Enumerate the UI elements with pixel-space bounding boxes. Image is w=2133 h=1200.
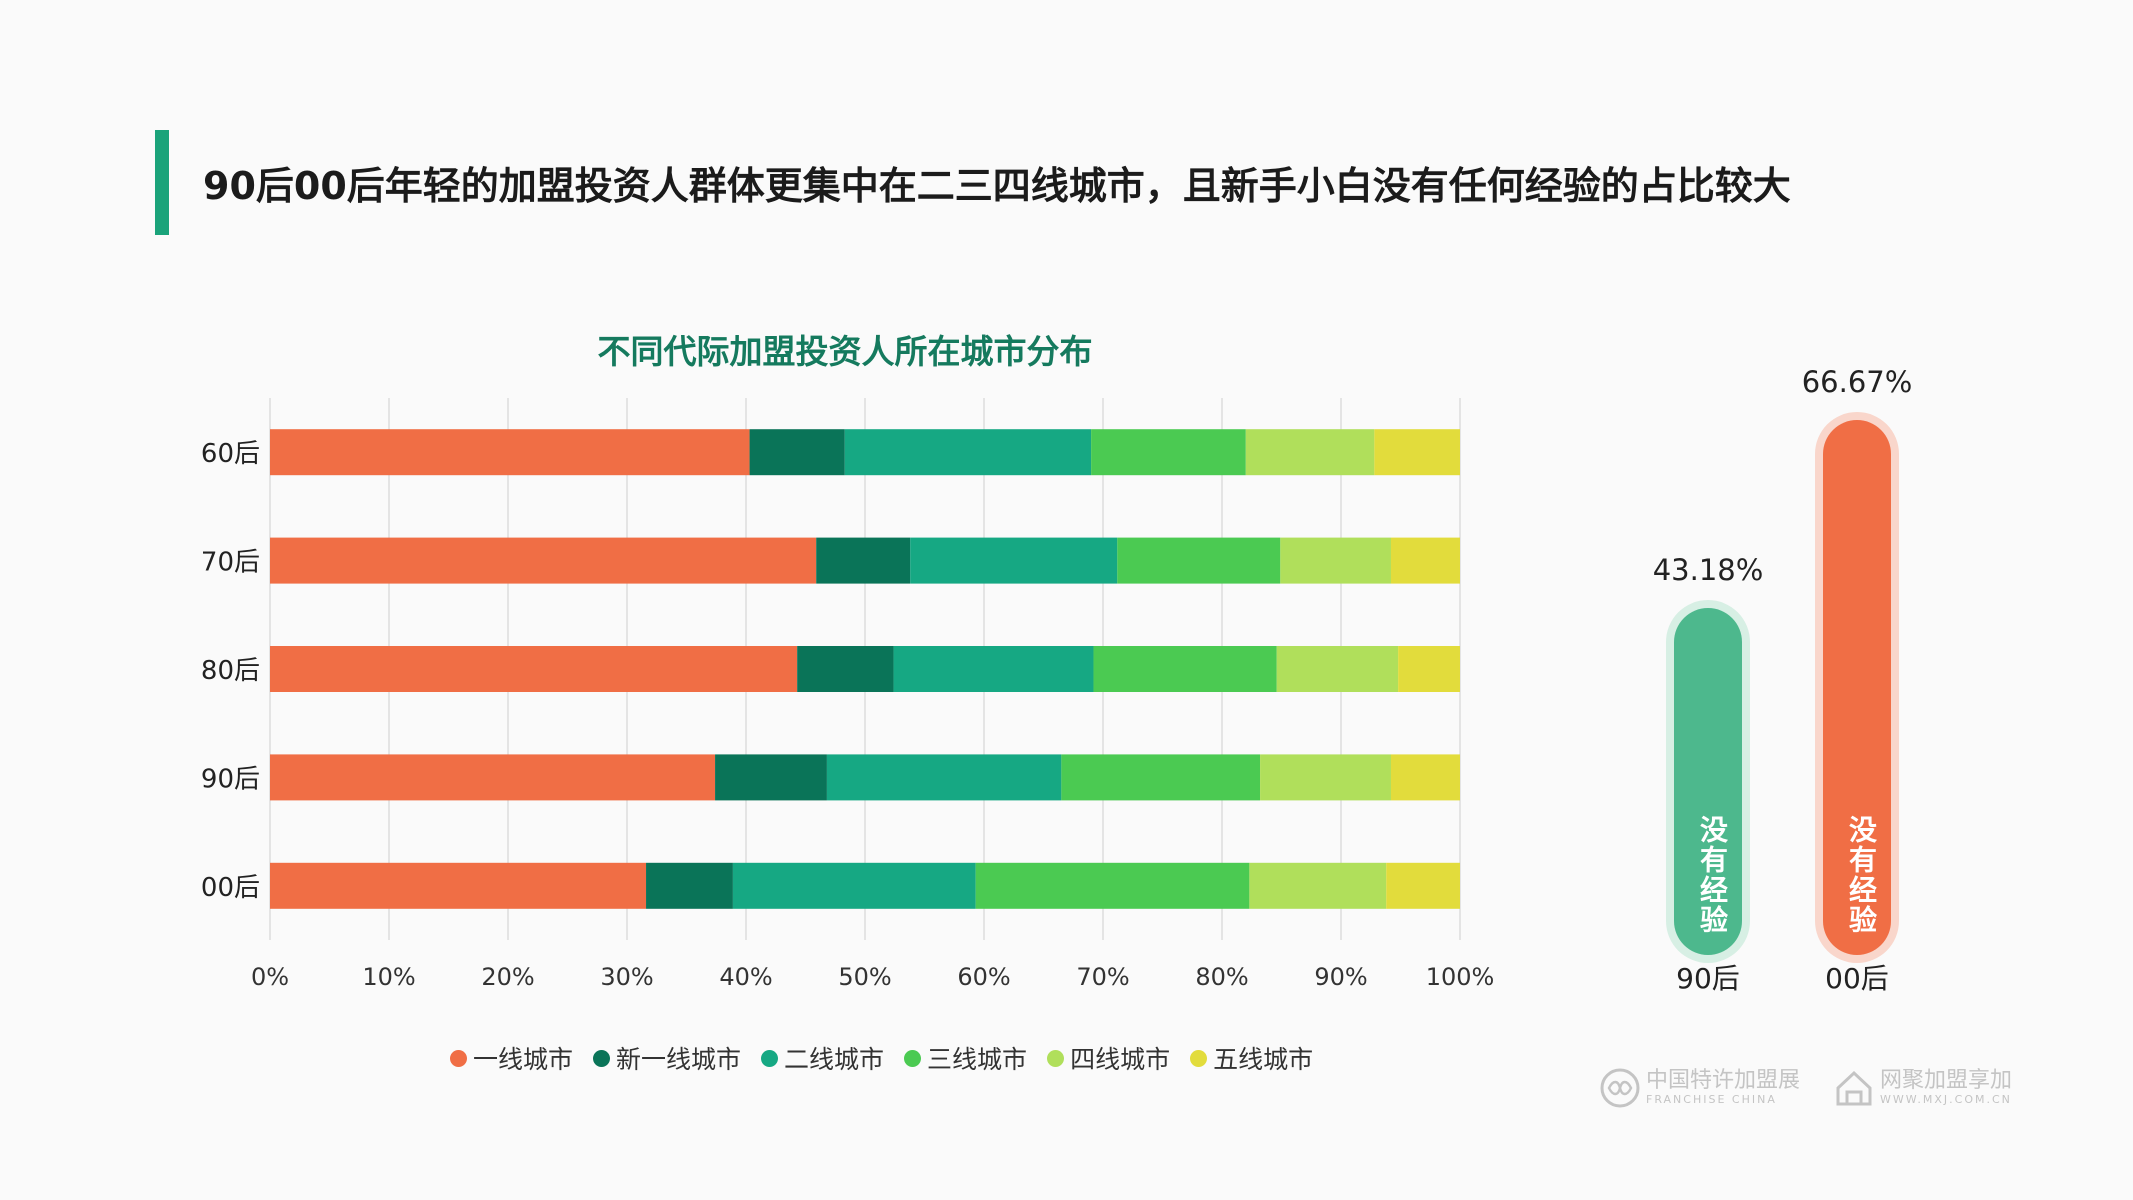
bar-segment — [270, 537, 817, 584]
y-category-label: 70后 — [201, 548, 260, 578]
legend-label: 四线城市 — [1070, 1045, 1171, 1074]
x-tick-label: 90% — [1314, 963, 1367, 991]
bar-segment — [797, 646, 894, 692]
legend-label: 新一线城市 — [616, 1045, 742, 1074]
bar-segment — [270, 754, 716, 801]
bar-segment — [1390, 537, 1460, 584]
bar-segment — [1398, 646, 1460, 692]
capsule-bar-90 — [1674, 608, 1742, 955]
legend-item: 二线城市 — [761, 1040, 884, 1076]
mxj-logo: 网聚加盟享加 WWW.MXJ.COM.CN — [1834, 1068, 2012, 1108]
bar-segment — [749, 429, 845, 476]
legend-dot — [593, 1049, 611, 1067]
bar-segment — [1390, 754, 1460, 801]
capsule-category-label: 00后 — [1825, 962, 1889, 995]
x-tick-label: 0% — [251, 963, 289, 991]
bar-segment — [270, 646, 798, 692]
bar-segment — [816, 537, 911, 584]
x-tick-label: 40% — [719, 963, 772, 991]
house-icon — [1836, 1070, 1872, 1106]
chart-title: 不同代际加盟投资人所在城市分布 — [597, 332, 1093, 371]
y-category-label: 60后 — [201, 439, 260, 469]
x-tick-label: 50% — [838, 963, 891, 991]
legend-label: 三线城市 — [927, 1045, 1028, 1074]
capsule-bar-label: 没有经验 — [1696, 815, 1729, 935]
y-category-label: 90后 — [201, 764, 260, 794]
bar-segment — [1276, 646, 1399, 692]
bar-segment — [910, 537, 1118, 584]
bar-segment — [646, 862, 733, 909]
capsule-value-label: 66.67% — [1801, 365, 1913, 399]
watermark-logos: 中国特许加盟展 FRANCHISE CHINA 网聚加盟享加 WWW.MXJ.C… — [1600, 1068, 2012, 1108]
bar-segment — [893, 646, 1094, 692]
bar-segment — [1374, 429, 1460, 476]
y-category-label: 00后 — [201, 873, 260, 903]
legend-dot — [1190, 1049, 1208, 1067]
legend-dot — [761, 1049, 779, 1067]
bar-segment — [1260, 754, 1391, 801]
bar-segment — [1091, 429, 1246, 476]
infinity-icon — [1600, 1068, 1640, 1108]
legend-label: 一线城市 — [473, 1045, 574, 1074]
bar-segment — [732, 862, 976, 909]
legend-label: 二线城市 — [784, 1045, 885, 1074]
capsule-bar-00 — [1823, 420, 1891, 955]
legend-item: 三线城市 — [904, 1040, 1027, 1076]
legend-label: 五线城市 — [1213, 1045, 1314, 1074]
bar-segment — [270, 429, 750, 476]
bar-segment — [1093, 646, 1277, 692]
capsule-bar-label: 没有经验 — [1845, 815, 1878, 935]
logo-subtext: FRANCHISE CHINA — [1646, 1093, 1777, 1106]
x-tick-label: 30% — [600, 963, 653, 991]
legend-item: 四线城市 — [1047, 1040, 1170, 1076]
capsule-value-label: 43.18% — [1652, 553, 1764, 588]
legend-dot — [450, 1049, 467, 1067]
bar-segment — [715, 754, 827, 801]
bar-segment — [270, 862, 647, 909]
x-tick-label: 100% — [1426, 963, 1495, 991]
x-tick-label: 70% — [1076, 963, 1129, 991]
bar-segment — [1117, 537, 1281, 584]
legend-dot — [1047, 1049, 1065, 1067]
x-tick-label: 80% — [1195, 963, 1248, 991]
bar-segment — [975, 862, 1250, 909]
legend-item: 新一线城市 — [593, 1040, 741, 1076]
franchise-china-logo: 中国特许加盟展 FRANCHISE CHINA — [1600, 1068, 1800, 1108]
capsule-category-label: 90后 — [1676, 962, 1740, 995]
bar-segment — [1245, 429, 1375, 476]
legend-dot — [904, 1049, 922, 1067]
legend-item: 五线城市 — [1190, 1040, 1313, 1076]
page-headline: 90后00后年轻的加盟投资人群体更集中在二三四线城市，且新手小白没有任何经验的占… — [203, 164, 1791, 208]
logo-text: 网聚加盟享加 — [1880, 1068, 2013, 1093]
legend-item: 一线城市 — [450, 1040, 573, 1076]
bar-segment — [1061, 754, 1261, 801]
bar-segment — [1280, 537, 1391, 584]
x-tick-label: 10% — [362, 963, 415, 991]
chart-legend: 一线城市 新一线城市 二线城市 三线城市 四线城市 五线城市 — [450, 1040, 1313, 1076]
x-tick-label: 60% — [957, 963, 1010, 991]
title-accent-bar — [155, 130, 169, 235]
logo-text: 中国特许加盟展 — [1646, 1068, 1801, 1093]
bar-segment — [826, 754, 1062, 801]
bar-segment — [844, 429, 1092, 476]
y-category-label: 80后 — [201, 656, 260, 686]
x-tick-label: 20% — [481, 963, 534, 991]
bar-segment — [1386, 862, 1460, 909]
bar-segment — [1249, 862, 1387, 909]
logo-subtext: WWW.MXJ.COM.CN — [1880, 1093, 2012, 1106]
